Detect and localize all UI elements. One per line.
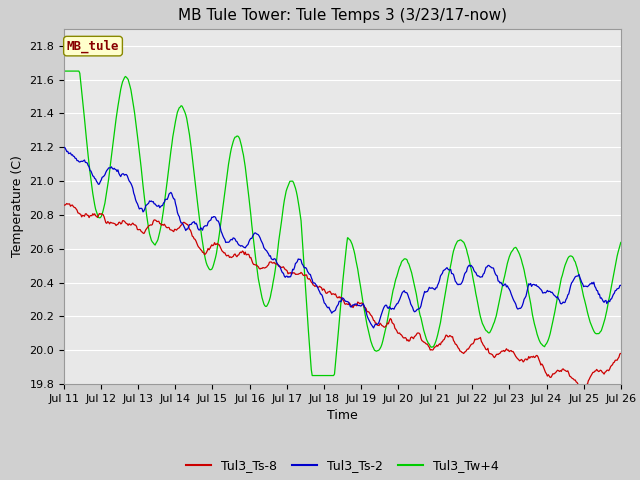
Y-axis label: Temperature (C): Temperature (C) [11,156,24,257]
Legend: Tul3_Ts-8, Tul3_Ts-2, Tul3_Tw+4: Tul3_Ts-8, Tul3_Ts-2, Tul3_Tw+4 [181,454,504,477]
X-axis label: Time: Time [327,409,358,422]
Title: MB Tule Tower: Tule Temps 3 (3/23/17-now): MB Tule Tower: Tule Temps 3 (3/23/17-now… [178,9,507,24]
Text: MB_tule: MB_tule [67,39,119,53]
